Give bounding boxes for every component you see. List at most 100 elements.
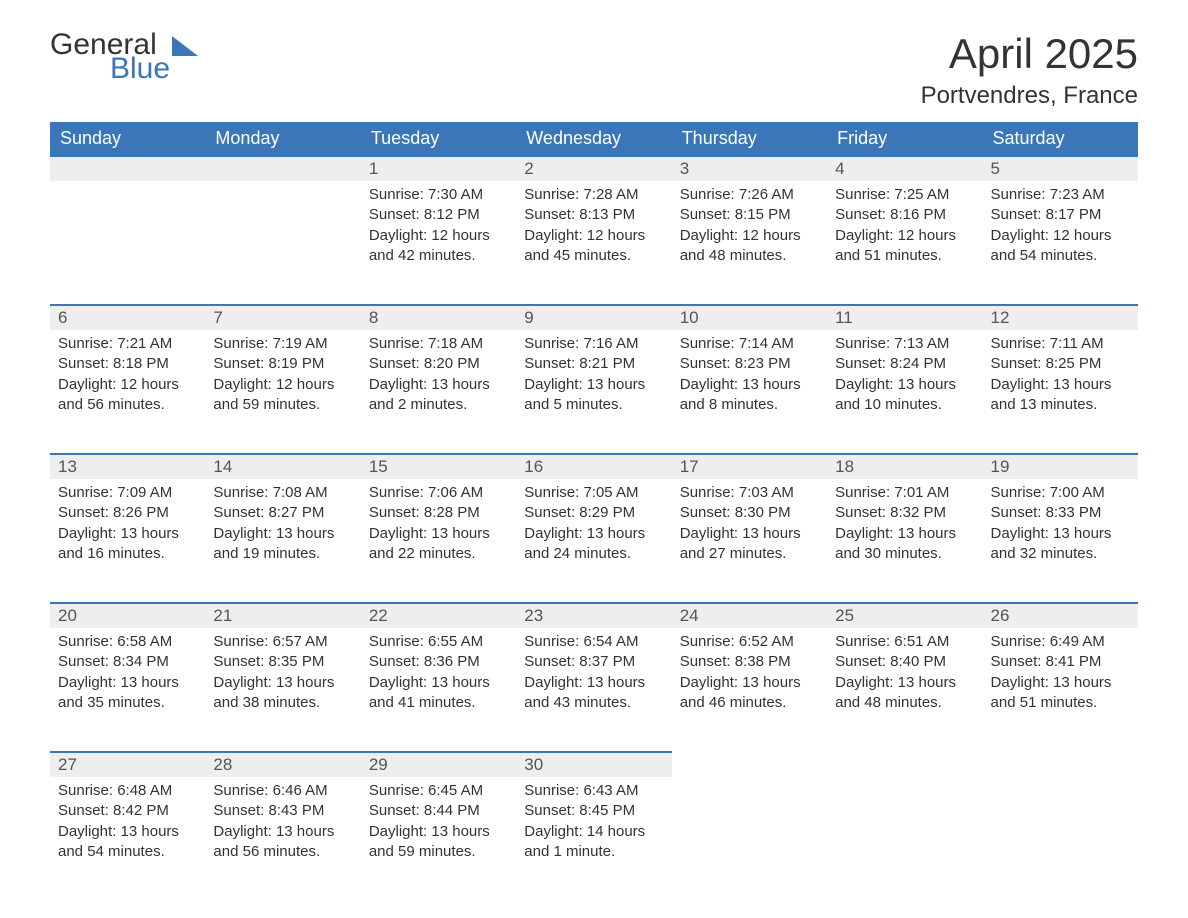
day-line: and 43 minutes. — [524, 693, 663, 713]
day-content: Sunrise: 7:03 AMSunset: 8:30 PMDaylight:… — [672, 479, 827, 572]
weekday-header: Friday — [827, 122, 982, 155]
day-number: 1 — [361, 155, 516, 181]
day-line: Sunset: 8:40 PM — [835, 652, 974, 672]
day-line: Daylight: 12 hours — [835, 226, 974, 246]
day-line: Sunrise: 7:30 AM — [369, 185, 508, 205]
day-content — [205, 181, 360, 274]
weekday-header-row: Sunday Monday Tuesday Wednesday Thursday… — [50, 122, 1138, 155]
day-line: Sunset: 8:28 PM — [369, 503, 508, 523]
logo-flag-icon — [172, 36, 198, 56]
day-number: 28 — [205, 751, 360, 777]
logo: General Blue — [50, 30, 198, 84]
day-line: Sunset: 8:19 PM — [213, 354, 352, 374]
day-number-row: 27282930 — [50, 751, 1138, 777]
day-line: Sunset: 8:25 PM — [991, 354, 1130, 374]
day-number: 17 — [672, 453, 827, 479]
day-number: 22 — [361, 602, 516, 628]
day-line: and 13 minutes. — [991, 395, 1130, 415]
day-line: Sunset: 8:29 PM — [524, 503, 663, 523]
day-line: Daylight: 12 hours — [680, 226, 819, 246]
day-line: Sunset: 8:45 PM — [524, 801, 663, 821]
day-number: 16 — [516, 453, 671, 479]
day-line: and 30 minutes. — [835, 544, 974, 564]
day-line: Daylight: 13 hours — [835, 375, 974, 395]
day-line: Daylight: 13 hours — [524, 673, 663, 693]
weekday-header: Thursday — [672, 122, 827, 155]
day-line: and 42 minutes. — [369, 246, 508, 266]
day-line: and 59 minutes. — [369, 842, 508, 862]
day-line: Daylight: 12 hours — [369, 226, 508, 246]
day-line: Sunset: 8:24 PM — [835, 354, 974, 374]
day-line: Sunset: 8:27 PM — [213, 503, 352, 523]
day-number: 25 — [827, 602, 982, 628]
day-line: Sunrise: 6:45 AM — [369, 781, 508, 801]
day-number-row: 20212223242526 — [50, 602, 1138, 628]
day-line: Sunrise: 7:18 AM — [369, 334, 508, 354]
weekday-header: Monday — [205, 122, 360, 155]
day-number — [672, 751, 827, 777]
day-line: and 24 minutes. — [524, 544, 663, 564]
day-line: and 2 minutes. — [369, 395, 508, 415]
day-content: Sunrise: 7:05 AMSunset: 8:29 PMDaylight:… — [516, 479, 671, 572]
day-number-row: 12345 — [50, 155, 1138, 181]
day-content: Sunrise: 6:51 AMSunset: 8:40 PMDaylight:… — [827, 628, 982, 721]
day-line: and 48 minutes. — [680, 246, 819, 266]
day-content: Sunrise: 6:58 AMSunset: 8:34 PMDaylight:… — [50, 628, 205, 721]
day-line: and 19 minutes. — [213, 544, 352, 564]
day-line: Sunset: 8:36 PM — [369, 652, 508, 672]
day-number: 11 — [827, 304, 982, 330]
day-line: Sunrise: 7:25 AM — [835, 185, 974, 205]
month-title: April 2025 — [921, 30, 1138, 78]
day-line: Daylight: 13 hours — [369, 822, 508, 842]
day-line: Sunrise: 7:09 AM — [58, 483, 197, 503]
day-line: Daylight: 12 hours — [991, 226, 1130, 246]
day-number: 14 — [205, 453, 360, 479]
day-content: Sunrise: 7:30 AMSunset: 8:12 PMDaylight:… — [361, 181, 516, 274]
day-line: Sunset: 8:37 PM — [524, 652, 663, 672]
day-line: Daylight: 13 hours — [213, 524, 352, 544]
day-line: Sunrise: 6:43 AM — [524, 781, 663, 801]
day-line: and 10 minutes. — [835, 395, 974, 415]
day-number: 24 — [672, 602, 827, 628]
day-line: Sunset: 8:42 PM — [58, 801, 197, 821]
day-line: Sunrise: 6:51 AM — [835, 632, 974, 652]
day-content: Sunrise: 7:25 AMSunset: 8:16 PMDaylight:… — [827, 181, 982, 274]
weekday-header: Sunday — [50, 122, 205, 155]
day-number: 18 — [827, 453, 982, 479]
day-number: 3 — [672, 155, 827, 181]
day-line: Daylight: 13 hours — [213, 673, 352, 693]
day-number — [50, 155, 205, 181]
day-line: Daylight: 12 hours — [58, 375, 197, 395]
day-line: Sunset: 8:38 PM — [680, 652, 819, 672]
day-line: and 56 minutes. — [58, 395, 197, 415]
day-content: Sunrise: 7:08 AMSunset: 8:27 PMDaylight:… — [205, 479, 360, 572]
day-content — [827, 777, 982, 870]
day-line: Daylight: 13 hours — [369, 375, 508, 395]
day-content: Sunrise: 7:23 AMSunset: 8:17 PMDaylight:… — [983, 181, 1138, 274]
day-line: Sunrise: 6:58 AM — [58, 632, 197, 652]
day-number: 4 — [827, 155, 982, 181]
weekday-header: Tuesday — [361, 122, 516, 155]
day-line: Sunset: 8:20 PM — [369, 354, 508, 374]
day-line: Sunset: 8:30 PM — [680, 503, 819, 523]
day-content: Sunrise: 7:16 AMSunset: 8:21 PMDaylight:… — [516, 330, 671, 423]
day-content-row: Sunrise: 6:58 AMSunset: 8:34 PMDaylight:… — [50, 628, 1138, 721]
day-line: Daylight: 13 hours — [369, 524, 508, 544]
day-content: Sunrise: 7:13 AMSunset: 8:24 PMDaylight:… — [827, 330, 982, 423]
day-number: 12 — [983, 304, 1138, 330]
day-line: Sunrise: 6:49 AM — [991, 632, 1130, 652]
day-content-row: Sunrise: 7:09 AMSunset: 8:26 PMDaylight:… — [50, 479, 1138, 572]
day-number: 20 — [50, 602, 205, 628]
calendar-table: Sunday Monday Tuesday Wednesday Thursday… — [50, 122, 1138, 870]
day-line: Sunrise: 7:19 AM — [213, 334, 352, 354]
day-number: 30 — [516, 751, 671, 777]
day-content: Sunrise: 7:26 AMSunset: 8:15 PMDaylight:… — [672, 181, 827, 274]
day-line: Sunset: 8:15 PM — [680, 205, 819, 225]
day-line: Sunrise: 7:06 AM — [369, 483, 508, 503]
day-line: Daylight: 13 hours — [991, 524, 1130, 544]
day-line: Daylight: 13 hours — [680, 673, 819, 693]
day-line: Daylight: 13 hours — [835, 673, 974, 693]
day-line: Daylight: 13 hours — [991, 673, 1130, 693]
day-line: Daylight: 13 hours — [369, 673, 508, 693]
title-block: April 2025 Portvendres, France — [921, 30, 1138, 110]
